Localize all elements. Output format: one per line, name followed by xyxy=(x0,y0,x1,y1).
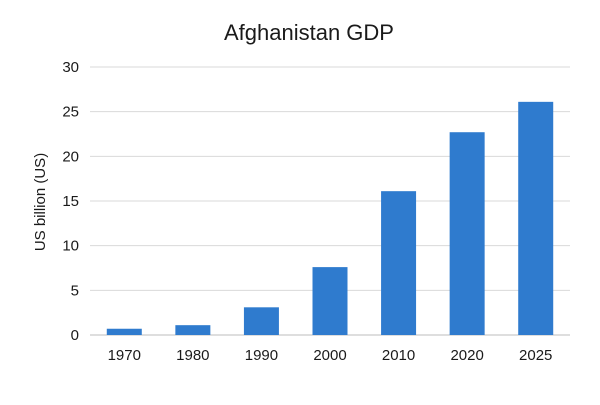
chart-title: Afghanistan GDP xyxy=(224,20,394,45)
bar-2000 xyxy=(312,267,348,335)
x-tick-label: 2000 xyxy=(313,347,346,364)
y-tick-label: 20 xyxy=(62,148,79,165)
y-tick-label: 30 xyxy=(62,59,79,76)
x-tick-label: 1970 xyxy=(108,347,141,364)
x-axis-ticks: 1970 1980 1990 2000 2010 2020 2025 xyxy=(108,347,553,364)
bars xyxy=(106,101,554,335)
bar-1970 xyxy=(106,328,142,335)
x-tick-label: 2010 xyxy=(382,347,415,364)
x-tick-label: 1990 xyxy=(245,347,278,364)
y-tick-label: 25 xyxy=(62,104,79,121)
bar-2020 xyxy=(449,132,485,335)
x-tick-label: 2020 xyxy=(450,347,483,364)
y-axis-ticks: 0 5 10 15 20 25 30 xyxy=(62,59,79,344)
y-tick-label: 5 xyxy=(71,282,79,299)
x-tick-label: 2025 xyxy=(519,347,552,364)
bar-1990 xyxy=(243,307,279,335)
y-axis-label: US billion (US) xyxy=(32,153,49,251)
x-tick-label: 1980 xyxy=(176,347,209,364)
y-tick-label: 0 xyxy=(71,327,79,344)
bar-2025 xyxy=(518,101,554,335)
gridlines xyxy=(90,66,570,336)
bar-2010 xyxy=(381,191,417,335)
y-tick-label: 15 xyxy=(62,193,79,210)
bar-1980 xyxy=(175,325,211,335)
y-tick-label: 10 xyxy=(62,238,79,255)
